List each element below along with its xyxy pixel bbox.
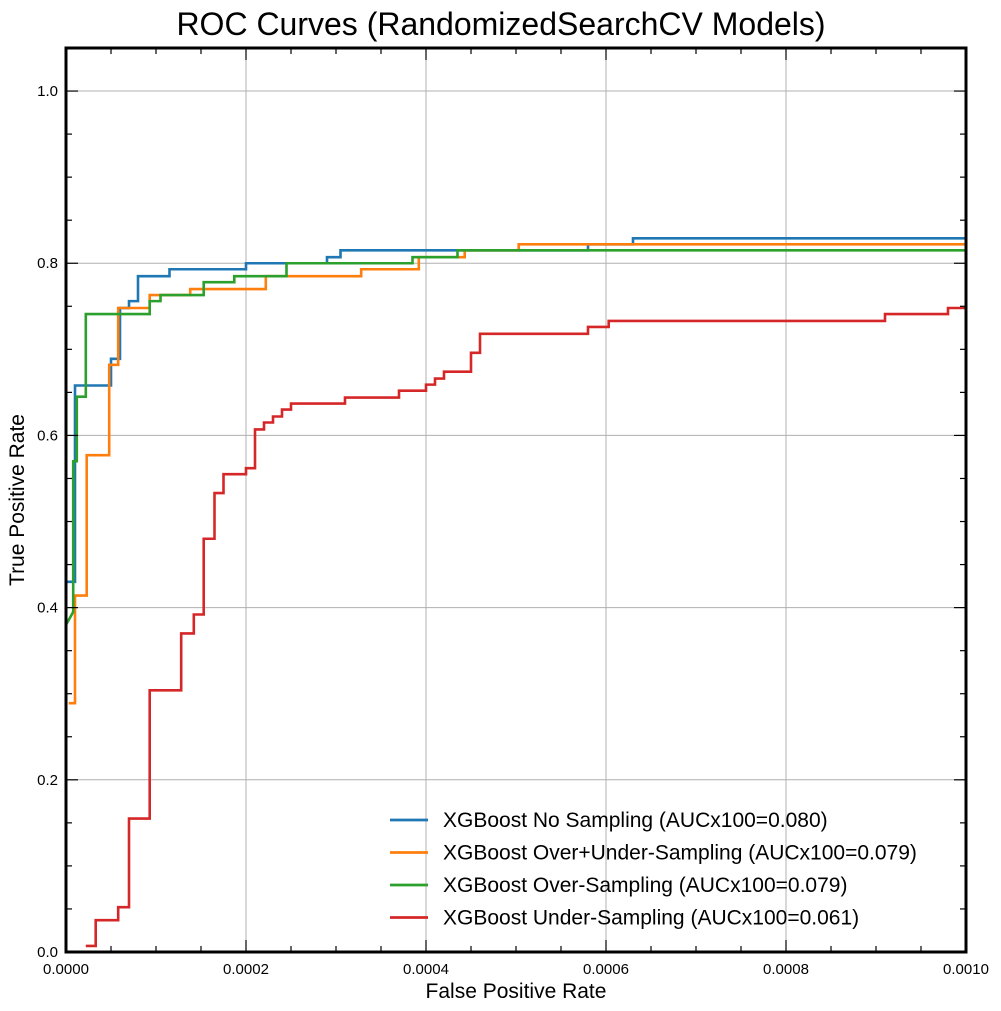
legend-entry-1: XGBoost No Sampling (AUCx100=0.080) xyxy=(443,809,828,832)
legend-entry-3: XGBoost Over-Sampling (AUCx100=0.079) xyxy=(443,874,847,897)
grid-lines xyxy=(65,48,967,953)
series-line-3 xyxy=(66,249,966,626)
x-tick-label: 0.0000 xyxy=(43,961,89,978)
series-line-4 xyxy=(85,306,966,948)
y-tick-label: 0.4 xyxy=(37,600,58,617)
legend: XGBoost No Sampling (AUCx100=0.080) XGBoo… xyxy=(390,809,917,930)
legend-entry-2: XGBoost Over+Under-Sampling (AUCx100=0.0… xyxy=(443,842,917,865)
y-tick-label: 0.0 xyxy=(37,944,58,961)
x-tick-label: 0.0010 xyxy=(943,961,989,978)
series-line-2 xyxy=(68,243,966,705)
x-tick-label: 0.0002 xyxy=(223,961,269,978)
plot-frame xyxy=(64,46,968,954)
x-axis-label: False Positive Rate xyxy=(426,980,607,1003)
chart-title: ROC Curves (RandomizedSearchCV Models) xyxy=(176,6,825,42)
x-tick-label: 0.0008 xyxy=(763,961,809,978)
y-tick-label: 0.8 xyxy=(37,255,58,272)
series-lines xyxy=(66,236,966,948)
y-axis-label: True Positive Rate xyxy=(6,414,29,586)
y-tick-label: 0.6 xyxy=(37,427,58,444)
y-tick-label: 1.0 xyxy=(37,83,58,100)
x-tick-label: 0.0004 xyxy=(403,961,449,978)
legend-entry-4: XGBoost Under-Sampling (AUCx100=0.061) xyxy=(443,907,859,930)
x-tick-label: 0.0006 xyxy=(583,961,629,978)
tick-labels: 0.0000 0.0002 0.0004 0.0006 0.0008 0.0010 0.0 0… xyxy=(37,83,989,978)
y-tick-label: 0.2 xyxy=(37,772,58,789)
